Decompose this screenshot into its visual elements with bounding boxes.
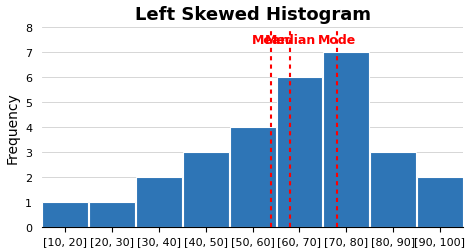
Title: Left Skewed Histogram: Left Skewed Histogram [135, 6, 371, 23]
Y-axis label: Frequency: Frequency [6, 91, 19, 163]
Bar [370, 152, 416, 227]
Text: Mode: Mode [318, 34, 356, 47]
Text: Mean: Mean [252, 34, 291, 47]
Bar [43, 202, 88, 227]
Bar [136, 177, 182, 227]
Text: Median: Median [264, 34, 316, 47]
Bar [183, 152, 229, 227]
Bar [323, 53, 369, 227]
Bar [230, 127, 275, 227]
Bar [276, 78, 322, 227]
Bar [89, 202, 135, 227]
Bar [417, 177, 463, 227]
